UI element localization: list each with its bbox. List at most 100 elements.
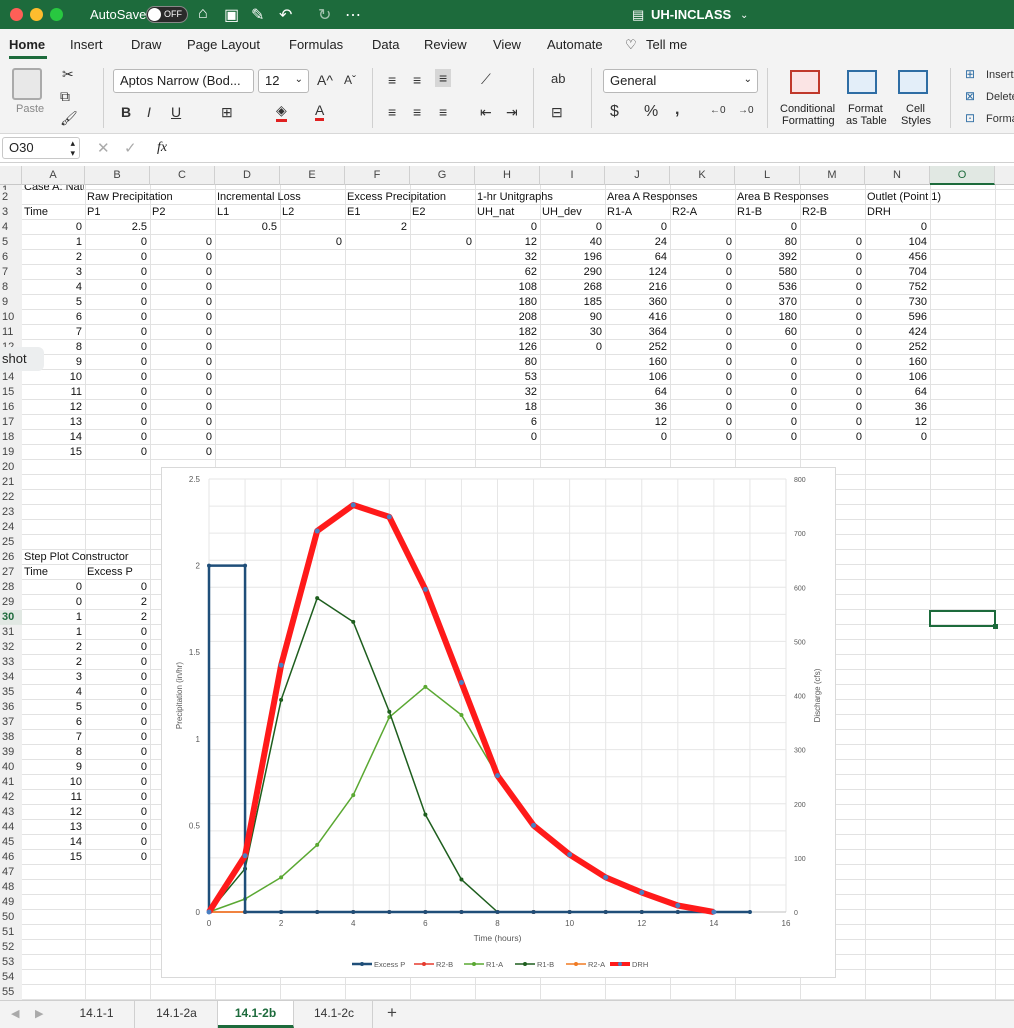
cell-L8[interactable]: 536 (778, 281, 797, 293)
cell-K16[interactable]: 0 (725, 401, 732, 413)
cell-B34[interactable]: 0 (140, 671, 147, 683)
cell-A1[interactable]: Case A: Natural Conditions both areas (24, 181, 212, 193)
row-header[interactable]: 2 (0, 190, 22, 205)
cell-M18[interactable]: 0 (855, 431, 862, 443)
row-header[interactable]: 31 (0, 625, 22, 640)
cell-L4[interactable]: 0 (790, 221, 797, 233)
align-top-icon[interactable]: ≡ (388, 72, 397, 88)
cell-N7[interactable]: 704 (908, 266, 927, 278)
row-header[interactable]: 11 (0, 325, 22, 340)
cell-M5[interactable]: 0 (855, 236, 862, 248)
row-header[interactable]: 5 (0, 235, 22, 250)
cell-H12[interactable]: 126 (518, 341, 537, 353)
cell-A14[interactable]: 10 (69, 371, 82, 383)
cell-A19[interactable]: 15 (69, 446, 82, 458)
decrease-decimal-icon[interactable]: →0 (738, 105, 754, 116)
cell-J7[interactable]: 124 (648, 266, 667, 278)
format-cells-label[interactable]: Format (986, 113, 1014, 125)
cell-N10[interactable]: 596 (908, 311, 927, 323)
cell-B30[interactable]: 2 (140, 611, 147, 623)
cell-B8[interactable]: 0 (140, 281, 147, 293)
sheet-tab-14-1-2a[interactable]: 14.1-2a (136, 1001, 218, 1028)
cell-K11[interactable]: 0 (725, 326, 732, 338)
row-header[interactable]: 26 (0, 550, 22, 565)
cell-K5[interactable]: 0 (725, 236, 732, 248)
align-right-icon[interactable]: ≡ (439, 104, 448, 120)
select-all-corner[interactable] (0, 166, 22, 185)
cell-I8[interactable]: 268 (583, 281, 602, 293)
tab-draw[interactable]: Draw (131, 37, 162, 52)
sheet-tab-14-1-1[interactable]: 14.1-1 (59, 1001, 135, 1028)
column-header-O[interactable]: O (930, 166, 995, 185)
row-header[interactable]: 28 (0, 580, 22, 595)
cell-N4[interactable]: 0 (920, 221, 927, 233)
tab-home[interactable]: Home (9, 37, 46, 52)
cell-B12[interactable]: 0 (140, 341, 147, 353)
cell-L14[interactable]: 0 (790, 371, 797, 383)
row-header[interactable]: 39 (0, 745, 22, 760)
cell-L7[interactable]: 580 (778, 266, 797, 278)
row-header[interactable]: 6 (0, 250, 22, 265)
tab-insert[interactable]: Insert (70, 37, 103, 52)
cell-C14[interactable]: 0 (205, 371, 212, 383)
row-header[interactable]: 51 (0, 925, 22, 940)
column-header-E[interactable]: E (280, 166, 345, 185)
cell-N17[interactable]: 12 (914, 416, 927, 428)
cell-M3[interactable]: R2-B (802, 206, 828, 218)
cell-B32[interactable]: 0 (140, 641, 147, 653)
cell-H16[interactable]: 18 (524, 401, 537, 413)
chart-area[interactable]: 0 2 4 6 8 10 12 14 16 0 0.5 1 1.5 2 2.5 0 100 200 300 400 50… (161, 467, 836, 978)
cell-J16[interactable]: 36 (654, 401, 667, 413)
cell-N5[interactable]: 104 (908, 236, 927, 248)
row-header[interactable]: 23 (0, 505, 22, 520)
cell-E3[interactable]: L2 (282, 206, 295, 218)
row-header[interactable]: 49 (0, 895, 22, 910)
cell-B3[interactable]: P1 (87, 206, 101, 218)
column-header-B[interactable]: B (85, 166, 150, 185)
cell-L17[interactable]: 0 (790, 416, 797, 428)
cell-E5[interactable]: 0 (335, 236, 342, 248)
more-icon[interactable]: ⋯ (345, 7, 361, 24)
borders-icon[interactable]: ⊞ (221, 104, 233, 120)
cell-H18[interactable]: 0 (530, 431, 537, 443)
cell-A36[interactable]: 5 (75, 701, 82, 713)
edit-icon[interactable]: ✎ (251, 7, 265, 24)
cell-B41[interactable]: 0 (140, 776, 147, 788)
cell-M11[interactable]: 0 (855, 326, 862, 338)
cell-A44[interactable]: 13 (69, 821, 82, 833)
cell-N3[interactable]: DRH (867, 206, 891, 218)
row-header[interactable]: 43 (0, 805, 22, 820)
cell-L9[interactable]: 370 (778, 296, 797, 308)
row-header[interactable]: 14 (0, 370, 22, 385)
cell-N18[interactable]: 0 (920, 431, 927, 443)
cell-B40[interactable]: 0 (140, 761, 147, 773)
column-header-N[interactable]: N (865, 166, 930, 185)
row-header[interactable]: 20 (0, 460, 22, 475)
cell-A33[interactable]: 2 (75, 656, 82, 668)
cell-B45[interactable]: 0 (140, 836, 147, 848)
cell-A15[interactable]: 11 (70, 386, 82, 398)
cell-G5[interactable]: 0 (465, 236, 472, 248)
cell-J11[interactable]: 364 (648, 326, 667, 338)
cell-B10[interactable]: 0 (140, 311, 147, 323)
row-header[interactable]: 30 (0, 610, 22, 625)
cell-I5[interactable]: 40 (589, 236, 602, 248)
cell-B43[interactable]: 0 (140, 806, 147, 818)
cell-C11[interactable]: 0 (205, 326, 212, 338)
cell-A26[interactable]: Step Plot Constructor (24, 551, 129, 563)
cell-B15[interactable]: 0 (140, 386, 147, 398)
row-header[interactable]: 54 (0, 970, 22, 985)
cell-B7[interactable]: 0 (140, 266, 147, 278)
enter-icon[interactable]: ✓ (124, 140, 137, 157)
zoom-window-button[interactable] (50, 8, 63, 21)
row-header[interactable]: 8 (0, 280, 22, 295)
tab-page-layout[interactable]: Page Layout (187, 37, 261, 52)
cell-B37[interactable]: 0 (140, 716, 147, 728)
cell-C10[interactable]: 0 (205, 311, 212, 323)
cell-H13[interactable]: 80 (524, 356, 537, 368)
formula-input[interactable] (183, 137, 1008, 159)
cell-L2[interactable]: Area B Responses (737, 191, 829, 203)
cut-icon[interactable]: ✂ (62, 66, 74, 82)
cell-N13[interactable]: 160 (908, 356, 927, 368)
cell-B6[interactable]: 0 (140, 251, 147, 263)
